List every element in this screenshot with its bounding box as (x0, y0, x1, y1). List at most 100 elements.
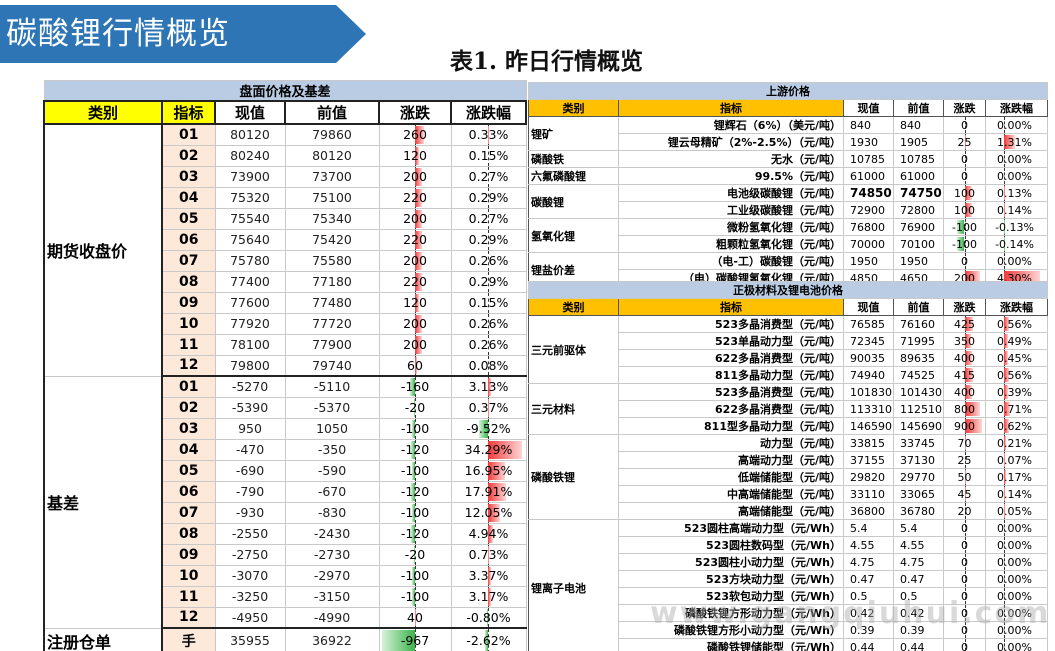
zero-axis-line (487, 146, 489, 165)
change-value: 200 (403, 169, 427, 184)
current-value: 75640 (214, 228, 286, 251)
previous-value: 79740 (284, 354, 380, 377)
change-percent-value: 0.00% (997, 555, 1032, 569)
zero-axis-line (964, 520, 966, 536)
change-percent-cell: 0.71% (984, 400, 1049, 418)
decrease-bar (410, 440, 415, 459)
zero-axis-line (964, 639, 966, 651)
change-value: 25 (957, 453, 972, 467)
change-cell: 70 (943, 434, 986, 452)
change-percent-value: 0.00% (997, 640, 1032, 651)
section-row: 上游价格 (527, 82, 1049, 100)
category-cell: 基差 (43, 375, 163, 629)
zero-axis-line (964, 236, 966, 252)
table-row: 六氟磷酸锂 99.5%（元/吨） 61000 61000 0 0.00% (528, 167, 1049, 185)
previous-value: 74525 (893, 366, 944, 384)
change-value: 0 (961, 606, 968, 620)
decrease-bar (478, 419, 488, 438)
increase-bar (1004, 453, 1005, 467)
change-cell: 200 (378, 249, 452, 272)
change-value: 800 (954, 402, 975, 416)
contract-id: 10 (161, 564, 216, 587)
current-value: -470 (214, 438, 286, 461)
zero-axis-line (415, 461, 416, 480)
indicator-name: 523圆柱高端动力型（元/Wh） (618, 519, 844, 537)
previous-value: 36780 (893, 502, 944, 520)
table-row: 锂盐价差 （电-工）碳酸锂（元/吨） 1950 1950 0 0.00% (528, 252, 1049, 287)
change-percent-value: 0.27% (468, 169, 509, 184)
table-row: 注册仓单手 35955 36922 -967 -2.62% (43, 627, 527, 651)
change-value: -120 (400, 442, 430, 457)
previous-value: 1050 (284, 417, 380, 440)
zero-axis-line (1004, 117, 1006, 133)
change-value: -120 (400, 526, 430, 541)
table-row: 523软包动力型（元/Wh） 0.5 0.5 0 0.00% (529, 587, 1049, 605)
zero-axis-line (487, 335, 489, 354)
change-cell: 100 (943, 201, 986, 219)
zero-axis-line (415, 566, 416, 585)
column-header: 现值 (843, 298, 894, 316)
increase-bar (415, 126, 424, 144)
previous-value: 76900 (893, 218, 944, 236)
change-percent-value: 0.29% (468, 190, 509, 205)
increase-bar (964, 436, 966, 450)
section-row: 盘面价格及基差 (43, 80, 527, 102)
contract-id: 08 (161, 270, 216, 293)
previous-value: -2730 (284, 543, 380, 566)
current-value: 76800 (843, 218, 894, 236)
contract-id: 04 (161, 186, 216, 209)
previous-value: 5.4 (893, 519, 944, 537)
change-cell: -100 (378, 585, 452, 608)
increase-bar (1004, 436, 1007, 450)
current-value: -5270 (214, 375, 286, 398)
change-value: 220 (403, 232, 427, 247)
current-value: -4950 (214, 606, 286, 629)
category-cell: 六氟磷酸锂 (528, 167, 619, 185)
zero-axis-line (1004, 219, 1006, 235)
change-percent-cell: 0.21% (984, 434, 1049, 452)
column-header: 前值 (893, 99, 944, 117)
change-value: 200 (403, 337, 427, 352)
change-cell: 900 (943, 417, 986, 435)
change-value: -20 (404, 400, 426, 415)
contract-id: 10 (161, 312, 216, 335)
contract-id: 06 (161, 480, 216, 503)
change-percent-value: 0.00% (997, 152, 1032, 166)
change-percent-value: 16.95% (464, 463, 513, 478)
zero-axis-line (1004, 151, 1006, 167)
change-value: 0 (961, 555, 968, 569)
current-value: 73900 (214, 165, 286, 188)
header-row: 类别 指标 现值 前值 涨跌 涨跌幅 (528, 99, 1049, 117)
current-value: 4.55 (843, 536, 894, 554)
change-cell: 0 (943, 116, 986, 134)
indicator-name: 523多晶消费型（元/吨） (618, 383, 844, 401)
contract-id: 08 (161, 522, 216, 545)
indicator-name: 磷酸铁锂方形动力型（元/Wh） (618, 604, 844, 622)
indicator-name: 高端储能型（元/吨） (618, 502, 844, 520)
change-value: -160 (400, 379, 430, 395)
previous-value: 840 (893, 116, 944, 134)
change-percent-cell: 0.49% (984, 332, 1049, 350)
change-percent-value: 0.56% (997, 317, 1032, 331)
table-row: 磷酸铁锂储能型（元/Wh） 0.44 0.44 0 0.00% (529, 638, 1049, 651)
change-percent-value: 0.15% (468, 295, 509, 310)
main-title: 表1. 昨日行情概览 (450, 48, 644, 75)
increase-bar (1004, 317, 1009, 331)
current-value: 75780 (214, 249, 286, 272)
change-value: 200 (403, 211, 427, 226)
change-percent-value: 0.39% (997, 385, 1032, 399)
zero-axis-line (1004, 168, 1006, 184)
indicator-name: 高端动力型（元/吨） (618, 451, 844, 469)
zero-axis-line (1004, 520, 1006, 536)
change-percent-cell: 0.14% (984, 201, 1049, 219)
change-percent-cell: 0.17% (984, 468, 1049, 486)
current-value: -930 (214, 501, 286, 524)
change-percent-cell: 0.62% (984, 417, 1049, 435)
contract-id: 05 (161, 207, 216, 230)
change-value: 200 (403, 316, 427, 331)
table-row: 工业级碳酸锂（元/吨） 72900 72800 100 0.14% (529, 201, 1049, 219)
contract-id: 03 (161, 417, 216, 440)
increase-bar (487, 545, 489, 564)
column-header: 涨跌 (943, 99, 986, 117)
header-row: 类别 指标 现值 前值 涨跌 涨跌幅 (43, 100, 528, 125)
